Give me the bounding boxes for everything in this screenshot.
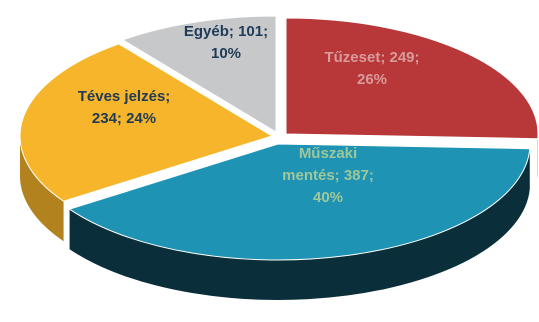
pie-label-1-line-0: Műszaki — [299, 145, 357, 162]
pie-label-1: Műszaki mentés; 387; 40% — [282, 145, 374, 206]
pie-slice-side-2-0 — [20, 136, 64, 242]
pie-slice-1 — [68, 143, 531, 261]
pie-label-3: Egyéb; 101; 10% — [184, 23, 268, 62]
pie-label-2-line-1: 234; 24% — [92, 110, 156, 127]
pie-label-3-line-0: Egyéb; 101; — [184, 23, 268, 40]
pie-slice-3 — [121, 15, 277, 133]
pie-label-2: Téves jelzés; 234; 24% — [78, 88, 171, 127]
pie-label-0-line-0: Tűzeset; 249; — [324, 49, 419, 66]
pie-label-3-line-1: 10% — [211, 45, 241, 62]
pie-label-layer: Tűzeset; 249; 26% Műszaki mentés; 387; 40% Té… — [78, 23, 420, 206]
pie-label-1-line-2: 40% — [313, 189, 343, 206]
pie-label-0: Tűzeset; 249; 26% — [324, 49, 419, 88]
pie-slice-0 — [285, 17, 539, 140]
pie-label-0-line-1: 26% — [357, 71, 387, 88]
pie-depth-layer — [20, 134, 538, 301]
pie-label-1-line-1: mentés; 387; — [282, 167, 374, 184]
pie-label-2-line-0: Téves jelzés; — [78, 88, 171, 105]
pie-top-layer — [19, 15, 539, 261]
pie-slice-2 — [19, 43, 274, 202]
pie-slice-side-1-0 — [69, 148, 530, 301]
